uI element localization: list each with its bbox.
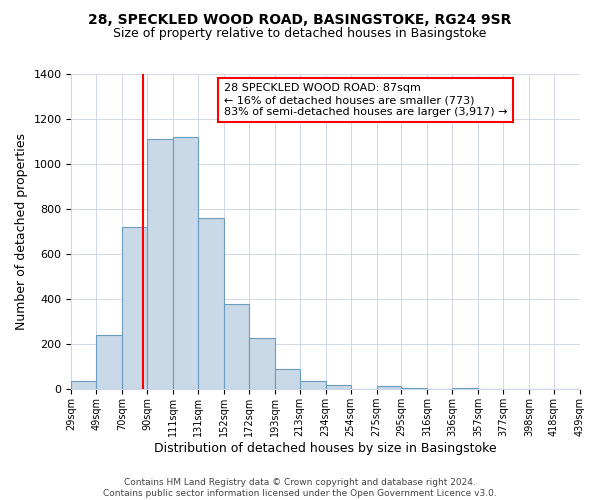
Bar: [452, 388, 478, 390]
Bar: [299, 382, 326, 390]
Bar: [147, 140, 173, 390]
Bar: [249, 338, 275, 390]
Bar: [224, 304, 249, 390]
Y-axis label: Number of detached properties: Number of detached properties: [15, 133, 28, 330]
Bar: [401, 388, 427, 390]
Text: Contains HM Land Registry data © Crown copyright and database right 2024.
Contai: Contains HM Land Registry data © Crown c…: [103, 478, 497, 498]
Text: 28 SPECKLED WOOD ROAD: 87sqm
← 16% of detached houses are smaller (773)
83% of s: 28 SPECKLED WOOD ROAD: 87sqm ← 16% of de…: [224, 84, 508, 116]
X-axis label: Distribution of detached houses by size in Basingstoke: Distribution of detached houses by size …: [154, 442, 497, 455]
Bar: [96, 336, 122, 390]
Bar: [326, 385, 350, 390]
Bar: [377, 386, 401, 390]
Bar: [198, 218, 224, 390]
Bar: [173, 137, 198, 390]
Text: 28, SPECKLED WOOD ROAD, BASINGSTOKE, RG24 9SR: 28, SPECKLED WOOD ROAD, BASINGSTOKE, RG2…: [88, 12, 512, 26]
Bar: [71, 382, 96, 390]
Bar: [122, 227, 147, 390]
Text: Size of property relative to detached houses in Basingstoke: Size of property relative to detached ho…: [113, 28, 487, 40]
Bar: [275, 369, 299, 390]
